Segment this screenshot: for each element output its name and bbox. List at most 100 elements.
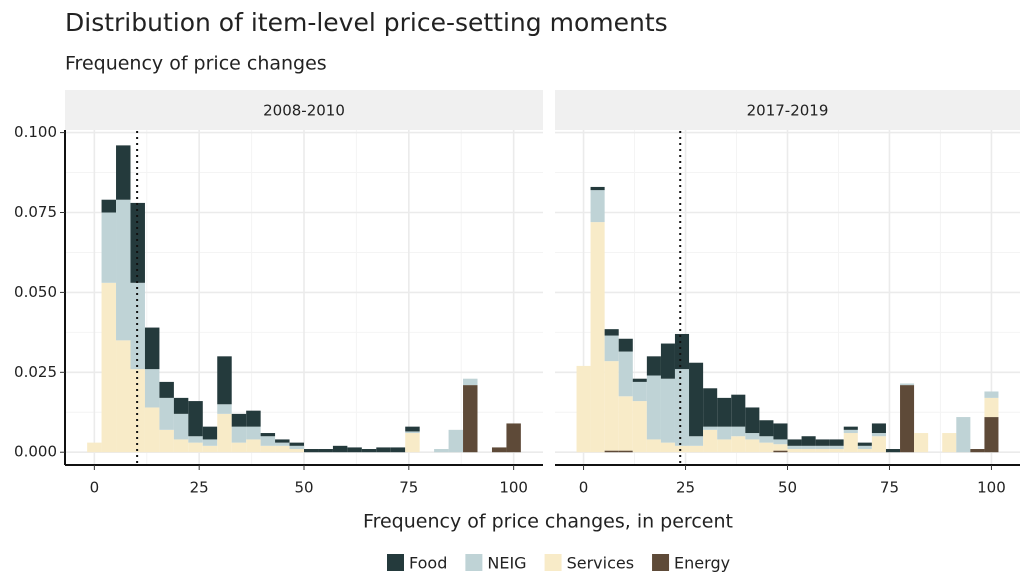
legend-label: Services (567, 554, 634, 573)
legend-swatch (465, 554, 483, 571)
bar-segment (260, 433, 276, 437)
bar-segment (829, 449, 844, 453)
bar-segment (202, 445, 218, 453)
bar-segment (434, 449, 449, 453)
bar-segment (703, 388, 718, 427)
bar-segment (260, 445, 276, 453)
bar-segment (773, 444, 788, 451)
bar-segment (390, 447, 406, 453)
bar-segment (604, 329, 619, 336)
bar-segment (318, 449, 333, 453)
bar-segment (717, 397, 732, 427)
bar-segment (646, 356, 661, 376)
x-tick-label: 100 (499, 479, 528, 497)
bar-segment (405, 426, 420, 432)
bar-segment (116, 340, 131, 453)
bar-segment (217, 356, 232, 405)
bar-segment (618, 351, 633, 397)
strip (65, 90, 543, 130)
bar-segment (632, 401, 647, 453)
bar-segment (159, 429, 174, 453)
bar-segment (202, 439, 218, 446)
bar-segment (703, 426, 718, 430)
x-tick-label: 25 (676, 479, 695, 497)
y-tick-label: 0.025 (14, 363, 57, 381)
bar-segment (491, 447, 507, 453)
bar-segment (173, 439, 189, 453)
bar-segment (801, 436, 816, 446)
bar-segment (246, 410, 261, 427)
bar-segment (246, 439, 261, 453)
bar-segment (914, 433, 929, 453)
bar-segment (660, 378, 675, 443)
x-tick-label: 0 (90, 479, 100, 497)
bar-segment (731, 426, 746, 437)
bar-segment (674, 333, 690, 370)
x-tick-label: 100 (977, 479, 1006, 497)
y-tick-label: 0.050 (14, 283, 57, 301)
bar-segment (801, 445, 816, 450)
bar-segment (815, 439, 830, 446)
bar-segment (618, 338, 633, 352)
bar-segment (885, 449, 901, 453)
bar-segment (773, 450, 788, 453)
bar-segment (731, 394, 746, 427)
bar-segment (590, 222, 605, 453)
bar-segment (590, 190, 605, 223)
bar-segment (144, 327, 160, 370)
bar-segment (815, 445, 830, 450)
bar-segment (116, 145, 131, 200)
bar-segment (871, 423, 886, 434)
bar-segment (689, 362, 704, 437)
bar-segment (703, 429, 718, 453)
bar-segment (660, 442, 675, 453)
bar-segment (130, 282, 145, 370)
bar-segment (87, 442, 102, 453)
bar-segment (984, 417, 999, 453)
bar-segment (829, 445, 844, 450)
bar-segment (448, 429, 464, 453)
bar-segment (843, 429, 858, 434)
bar-segment (731, 436, 746, 453)
bar-segment (217, 413, 232, 453)
bar-segment (376, 447, 391, 453)
bar-segment (463, 378, 478, 386)
bar-segment (275, 439, 290, 443)
bar-segment (674, 369, 690, 446)
x-tick-label: 75 (880, 479, 899, 497)
bar-segment (604, 450, 619, 453)
bar-segment (717, 439, 732, 453)
bar-segment (347, 447, 362, 453)
x-tick-label: 50 (294, 479, 313, 497)
bar-segment (745, 433, 760, 440)
bar-segment (231, 426, 247, 443)
strip-label: 2017-2019 (747, 102, 829, 120)
y-tick-label: 0.075 (14, 203, 57, 221)
bar-segment (590, 186, 605, 191)
legend-swatch (652, 554, 670, 571)
bar-segment (361, 449, 377, 453)
bar-segment (689, 445, 704, 453)
bar-segment (745, 439, 760, 453)
bar-segment (843, 433, 858, 453)
bar-segment (787, 449, 802, 453)
bar-segment (130, 202, 145, 283)
bar-segment (857, 445, 872, 450)
bar-segment (829, 439, 844, 446)
bar-segment (188, 436, 203, 443)
bar-segment (173, 413, 189, 440)
bar-segment (900, 385, 915, 453)
bar-segment (618, 396, 633, 451)
legend-label: Food (409, 554, 447, 573)
bar-segment (506, 423, 521, 453)
y-tick-label: 0.000 (14, 443, 57, 461)
bar-segment (159, 397, 174, 430)
bar-segment (275, 442, 290, 446)
strip (555, 90, 1020, 130)
bar-segment (576, 365, 591, 453)
bar-segment (304, 449, 319, 453)
bar-segment (956, 417, 971, 453)
bar-segment (843, 426, 858, 430)
bar-segment (984, 397, 999, 418)
bar-segment (745, 407, 760, 434)
